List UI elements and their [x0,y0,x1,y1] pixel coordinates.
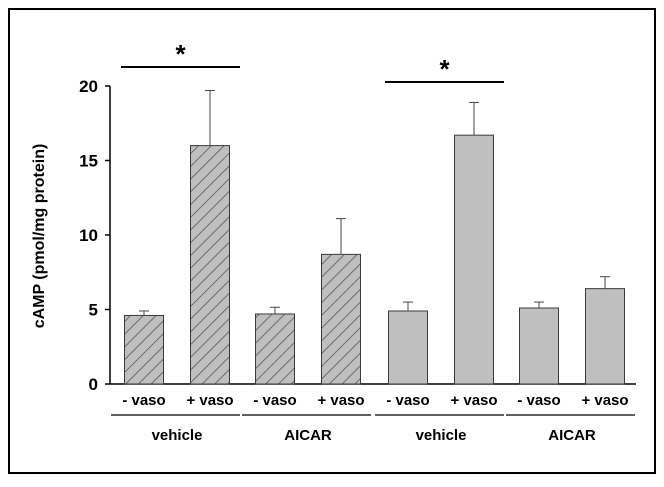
bar-1 [124,314,164,385]
y-tick-label: 15 [79,152,98,171]
category-label-5: - vaso [386,392,429,409]
category-label-8: + vaso [581,392,628,409]
group-label-4: AICAR [548,427,596,444]
category-label-2: + vaso [186,392,233,409]
significance-star-1: * [175,39,186,69]
bar-7 [519,307,559,385]
group-label-1: vehicle [152,427,203,444]
group-label-3: vehicle [416,427,467,444]
category-label-7: - vaso [517,392,560,409]
bar-2 [190,145,230,385]
bar-4 [321,253,361,385]
bar-3 [255,313,295,385]
bar-5 [388,310,428,385]
y-tick-label: 20 [79,77,98,96]
y-axis-title: cAMP (pmol/mg protein) [31,144,48,329]
bar-8 [585,288,625,385]
significance-star-2: * [439,54,450,84]
plot-area: 0 5 10 15 20 - vaso + vaso - vaso + vaso - vaso + … [79,39,636,444]
figure-border [8,8,656,474]
bar-6 [454,134,494,385]
y-tick-label: 0 [89,375,98,394]
y-tick-label: 10 [79,226,98,245]
category-label-3: - vaso [253,392,296,409]
group-label-2: AICAR [284,427,332,444]
category-label-1: - vaso [122,392,165,409]
category-label-6: + vaso [450,392,497,409]
y-tick-label: 5 [89,301,98,320]
category-label-4: + vaso [317,392,364,409]
